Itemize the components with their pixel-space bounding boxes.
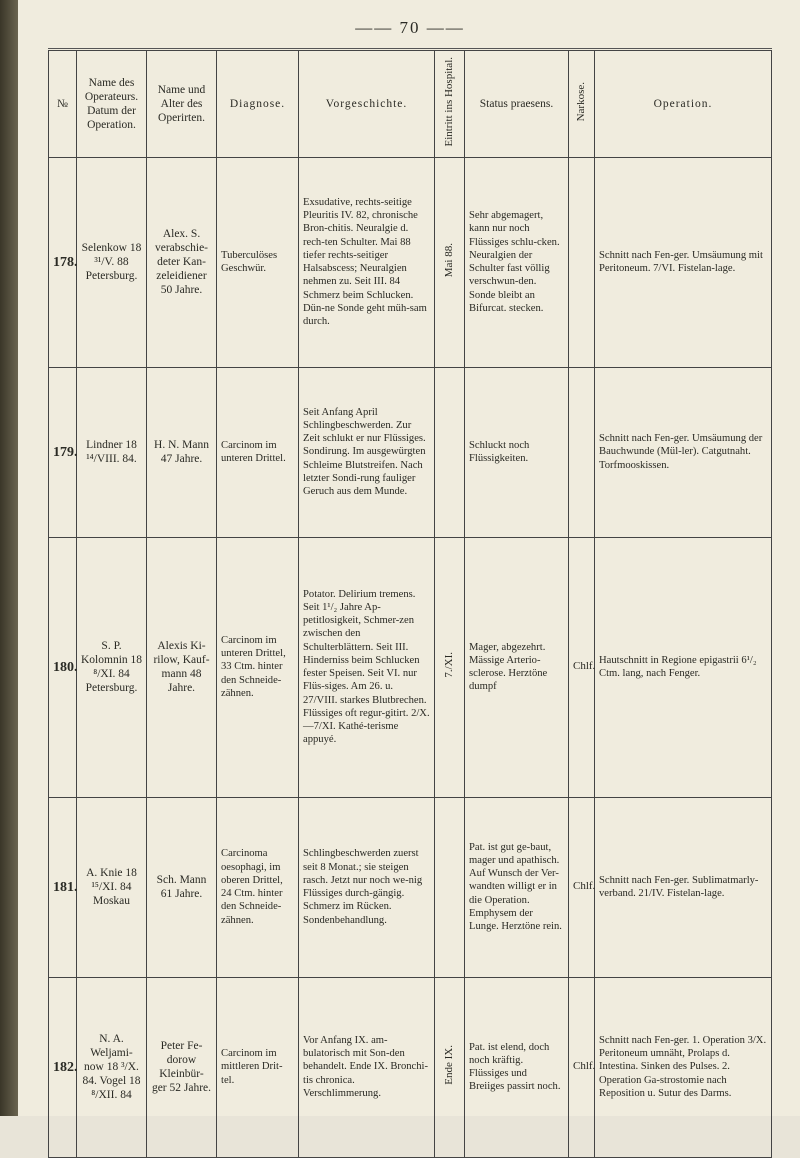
col-nark-header: Narkose.: [569, 51, 595, 158]
status-cell: Sehr abgemagert, kann nur noch Flüssiges…: [465, 157, 569, 367]
narcosis-cell: Chlf.: [569, 537, 595, 797]
admission-cell: [435, 797, 465, 977]
status-cell: Schluckt noch Flüssigkeiten.: [465, 367, 569, 537]
table-row: 179.Lindner 18 ¹⁴/VIII. 84.H. N. Mann 47…: [49, 367, 772, 537]
admission-cell: 7./XI.: [435, 537, 465, 797]
narcosis-cell: [569, 367, 595, 537]
diagnosis-cell: Tuberculöses Geschwür.: [217, 157, 299, 367]
admission-cell: Ende IX.: [435, 977, 465, 1157]
narcosis-cell: Chlf.: [569, 797, 595, 977]
table-row: 181.A. Knie 18 ¹⁵/XI. 84 MoskauSch. Mann…: [49, 797, 772, 977]
patient-cell: Sch. Mann 61 Jahre.: [147, 797, 217, 977]
history-cell: Potator. Delirium tremens. Seit 1¹/₂ Jah…: [299, 537, 435, 797]
diagnosis-cell: Carcinom im mittleren Drit-tel.: [217, 977, 299, 1157]
row-number: 181.: [49, 797, 77, 977]
operator-cell: S. P. Kolomnin 18 ⁸/XI. 84 Petersburg.: [77, 537, 147, 797]
col-diag-header: Diagnose.: [217, 51, 299, 158]
diagnosis-cell: Carcinom im unteren Drittel.: [217, 367, 299, 537]
operator-cell: Selenkow 18 ³¹/V. 88 Petersburg.: [77, 157, 147, 367]
table-row: 178.Selenkow 18 ³¹/V. 88 Petersburg.Alex…: [49, 157, 772, 367]
patient-cell: Peter Fe- dorow Kleinbür- ger 52 Jahre.: [147, 977, 217, 1157]
operator-cell: N. A. Weljami- now 18 ³/X. 84. Vogel 18 …: [77, 977, 147, 1157]
narcosis-cell: [569, 157, 595, 367]
header-row: № Name des Operateurs. Datum der Operati…: [49, 51, 772, 158]
narcosis-cell: Chlf.: [569, 977, 595, 1157]
col-vor-header: Vorgeschichte.: [299, 51, 435, 158]
patient-cell: Alexis Ki- rilow, Kauf- mann 48 Jahre.: [147, 537, 217, 797]
row-number: 178.: [49, 157, 77, 367]
status-cell: Pat. ist gut ge-baut, mager und apathisc…: [465, 797, 569, 977]
status-cell: Pat. ist elend, doch noch kräftig. Flüss…: [465, 977, 569, 1157]
page-number: —— 70 ——: [48, 18, 772, 38]
diagnosis-cell: Carcinom im unteren Drittel, 33 Ctm. hin…: [217, 537, 299, 797]
col-pat-header: Name und Alter des Operirten.: [147, 51, 217, 158]
page: —— 70 —— № Name des Operateurs. Datum de…: [0, 0, 800, 1116]
operation-cell: Schnitt nach Fen-ger. Umsäumung der Bauc…: [595, 367, 772, 537]
history-cell: Schlingbeschwerden zuerst seit 8 Monat.;…: [299, 797, 435, 977]
operator-cell: A. Knie 18 ¹⁵/XI. 84 Moskau: [77, 797, 147, 977]
diagnosis-cell: Carcinoma oesophagi, im oberen Drittel, …: [217, 797, 299, 977]
operation-cell: Hautschnitt in Regione epigastrii 6¹/₂ C…: [595, 537, 772, 797]
history-cell: Vor Anfang IX. am-bulatorisch mit Son-de…: [299, 977, 435, 1157]
table-head: № Name des Operateurs. Datum der Operati…: [49, 51, 772, 158]
col-op-header: Name des Operateurs. Datum der Operation…: [77, 51, 147, 158]
operation-cell: Schnitt nach Fen-ger. Umsäumung mit Peri…: [595, 157, 772, 367]
row-number: 179.: [49, 367, 77, 537]
admission-cell: Mai 88.: [435, 157, 465, 367]
main-table: № Name des Operateurs. Datum der Operati…: [48, 50, 772, 1158]
row-number: 182.: [49, 977, 77, 1157]
table-body: 178.Selenkow 18 ³¹/V. 88 Petersburg.Alex…: [49, 157, 772, 1157]
row-number: 180.: [49, 537, 77, 797]
status-cell: Mager, abgezehrt. Mässige Arterio-sclero…: [465, 537, 569, 797]
admission-cell: [435, 367, 465, 537]
col-stat-header: Status praesens.: [465, 51, 569, 158]
history-cell: Seit Anfang April Schlingbeschwerden. Zu…: [299, 367, 435, 537]
col-num-header: №: [49, 51, 77, 158]
table-row: 180.S. P. Kolomnin 18 ⁸/XI. 84 Petersbur…: [49, 537, 772, 797]
col-ein-header: Eintritt ins Hospital.: [435, 51, 465, 158]
operation-cell: Schnitt nach Fen-ger. Sublimatmarly-verb…: [595, 797, 772, 977]
operator-cell: Lindner 18 ¹⁴/VIII. 84.: [77, 367, 147, 537]
patient-cell: Alex. S. verabschie- deter Kan- zeleidie…: [147, 157, 217, 367]
top-rule: [48, 48, 772, 49]
operation-cell: Schnitt nach Fen-ger. 1. Operation 3/X. …: [595, 977, 772, 1157]
patient-cell: H. N. Mann 47 Jahre.: [147, 367, 217, 537]
col-oper-header: Operation.: [595, 51, 772, 158]
history-cell: Exsudative, rechts-seitige Pleuritis IV.…: [299, 157, 435, 367]
table-row: 182.N. A. Weljami- now 18 ³/X. 84. Vogel…: [49, 977, 772, 1157]
